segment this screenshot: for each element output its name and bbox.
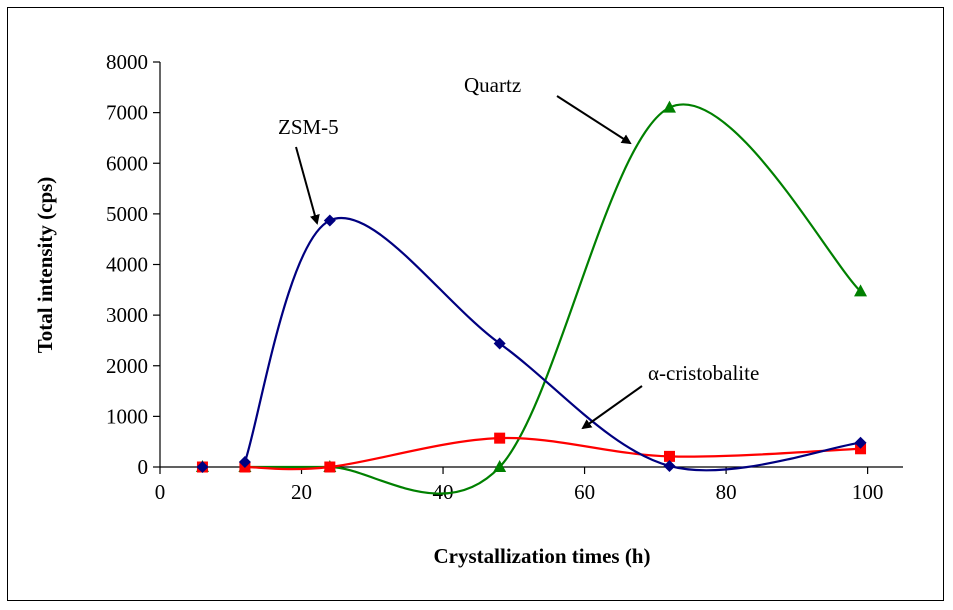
y-tick-label: 3000 [106, 303, 148, 327]
data-point [854, 284, 868, 297]
annotation-cristobalite: α-cristobalite [648, 361, 759, 385]
tick-labels: 0 1000 2000 3000 4000 5000 6000 7000 8000 0 20 40 60… [106, 50, 883, 504]
data-point [855, 443, 867, 455]
arrow-cristobalite [581, 385, 643, 430]
x-tick-label: 40 [433, 480, 454, 504]
arrow-zsm5 [295, 146, 320, 225]
y-tick-label: 1000 [106, 404, 148, 428]
annotations: ZSM-5 Quartz α-cristobalite [278, 73, 759, 430]
y-tick-label: 6000 [106, 151, 148, 175]
series-line [244, 103, 862, 495]
x-tick-label: 20 [291, 480, 312, 504]
data-point [493, 337, 506, 350]
series-layer [195, 100, 868, 495]
data-point [854, 436, 867, 449]
annotation-quartz: Quartz [464, 73, 521, 97]
y-tick-label: 5000 [106, 202, 148, 226]
x-tick-label: 80 [716, 480, 737, 504]
data-point [662, 100, 676, 113]
axes [153, 61, 903, 474]
chart-frame [7, 7, 944, 601]
data-point [663, 459, 676, 472]
series-line [243, 217, 861, 472]
data-point [663, 450, 675, 462]
y-tick-label: 2000 [106, 354, 148, 378]
annotation-zsm5: ZSM-5 [278, 115, 339, 139]
data-point [494, 432, 506, 444]
y-tick-label: 0 [138, 455, 149, 479]
arrow-quartz [556, 95, 632, 145]
data-point [238, 455, 251, 468]
series-line [244, 436, 861, 471]
data-point [196, 461, 209, 473]
y-axis-title: Total intensity (cps) [33, 177, 57, 354]
y-tick-label: 7000 [106, 101, 148, 125]
y-tick-label: 8000 [106, 50, 148, 74]
series-triangle [195, 100, 868, 495]
x-tick-label: 100 [852, 480, 884, 504]
data-point [323, 214, 336, 227]
y-tick-label: 4000 [106, 253, 148, 277]
series-diamond [196, 214, 867, 473]
data-point [493, 460, 507, 472]
x-tick-label: 60 [574, 480, 595, 504]
x-axis-title: Crystallization times (h) [434, 544, 651, 568]
data-point [324, 461, 336, 473]
x-tick-label: 0 [155, 480, 166, 504]
